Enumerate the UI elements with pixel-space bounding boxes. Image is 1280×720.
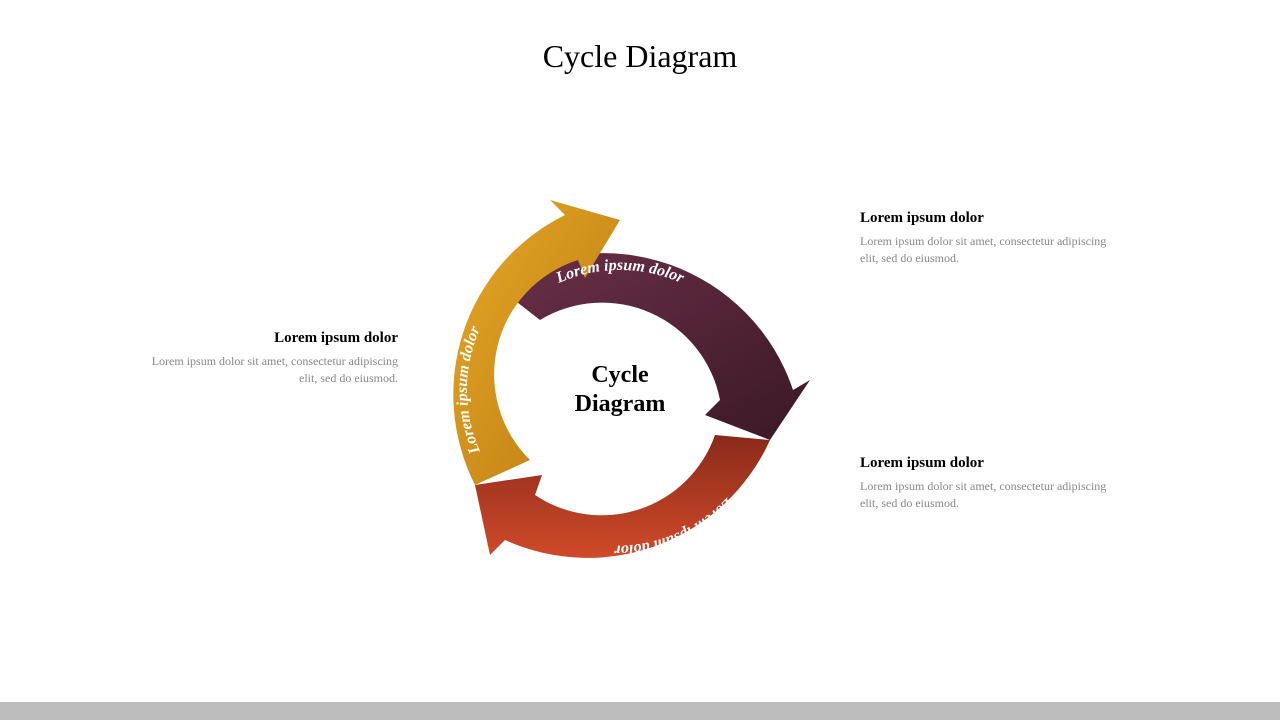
- callout-body: Lorem ipsum dolor sit amet, consectetur …: [860, 478, 1120, 512]
- page-title: Cycle Diagram: [0, 0, 1280, 75]
- center-label-line1: Cycle: [591, 362, 648, 388]
- center-label-line2: Diagram: [575, 391, 666, 417]
- callout-title: Lorem ipsum dolor: [860, 210, 1120, 227]
- center-label: Cycle Diagram: [575, 361, 666, 419]
- callout-title: Lorem ipsum dolor: [138, 330, 398, 347]
- cycle-diagram: Lorem ipsum dolor Lorem ipsum dolor Lore…: [420, 190, 820, 590]
- callout-right-top: Lorem ipsum dolor Lorem ipsum dolor sit …: [860, 210, 1120, 267]
- callout-left: Lorem ipsum dolor Lorem ipsum dolor sit …: [138, 330, 398, 387]
- callout-body: Lorem ipsum dolor sit amet, consectetur …: [860, 233, 1120, 267]
- footer-bar: [0, 702, 1280, 720]
- callout-right-bottom: Lorem ipsum dolor Lorem ipsum dolor sit …: [860, 455, 1120, 512]
- callout-title: Lorem ipsum dolor: [860, 455, 1120, 472]
- callout-body: Lorem ipsum dolor sit amet, consectetur …: [138, 353, 398, 387]
